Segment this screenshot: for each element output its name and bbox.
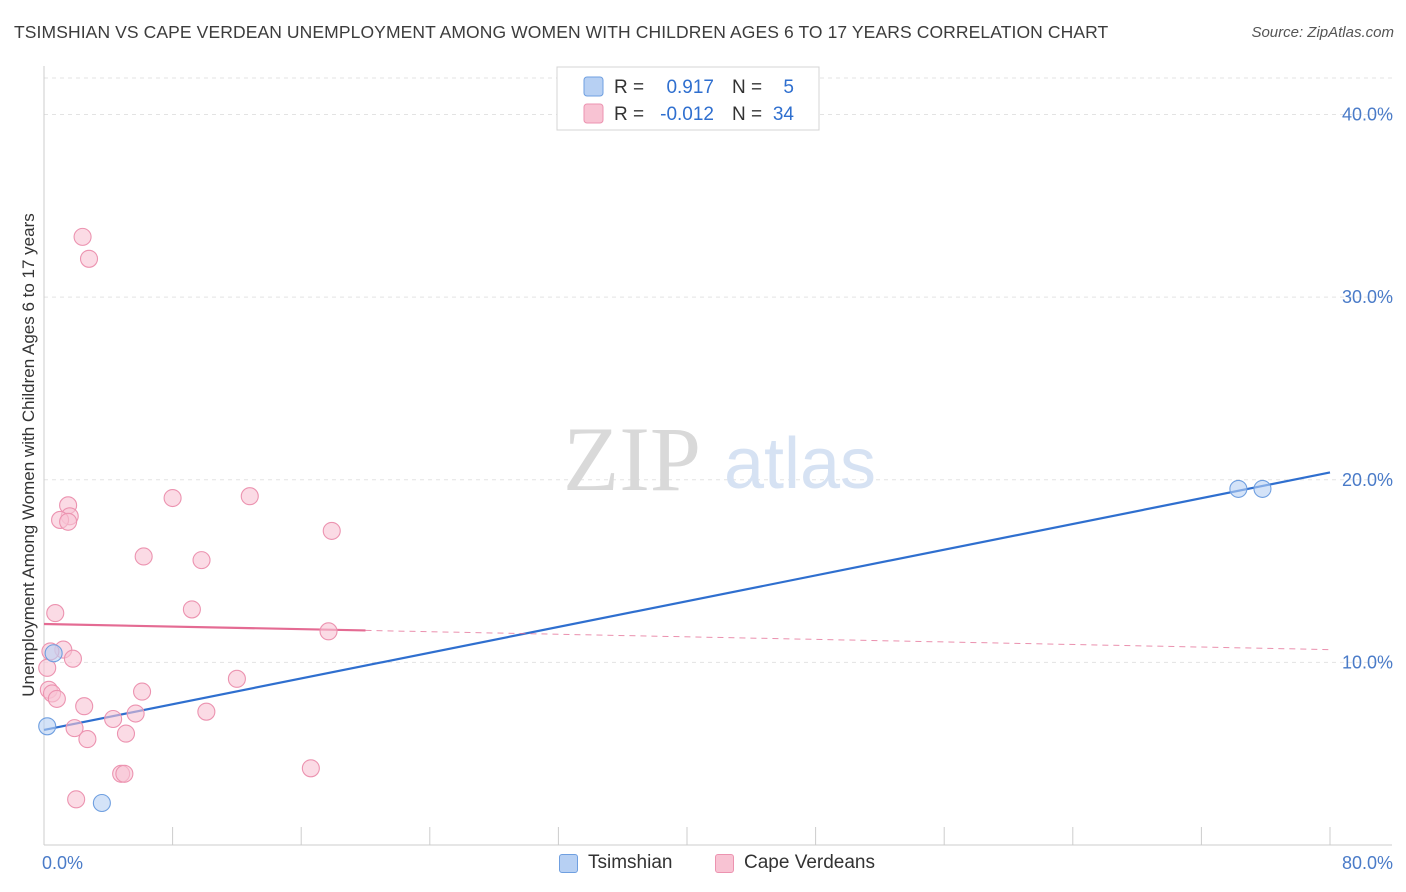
point-cape-verdeans-31: [115, 764, 134, 783]
watermark: ZIP atlas: [563, 408, 876, 510]
y-tick-label-20: 20.0%: [1342, 470, 1393, 490]
point-cape-verdeans-11: [46, 604, 65, 623]
legend-r-label-1: R =: [614, 77, 644, 98]
watermark-zip: ZIP: [563, 408, 701, 510]
point-cape-verdeans-33: [67, 790, 86, 809]
point-cape-verdeans-1: [79, 249, 99, 268]
point-cape-verdeans-10: [192, 551, 211, 570]
point-cape-verdeans-20: [47, 689, 66, 708]
point-cape-verdeans-5: [59, 512, 78, 531]
point-cape-verdeans-24: [126, 704, 145, 723]
point-cape-verdeans-0: [73, 227, 92, 246]
source-credit: Source: ZipAtlas.com: [1251, 24, 1394, 41]
point-tsimshian-1: [44, 644, 63, 663]
trend-line-solid-cape-verdeans: [43, 622, 366, 632]
legend-r-label-2: R =: [614, 104, 644, 125]
point-tsimshian-2: [92, 793, 111, 813]
bottom-legend-label-cape-verdeans: Cape Verdeans: [744, 852, 875, 873]
point-cape-verdeans-15: [63, 649, 82, 668]
point-cape-verdeans-12: [182, 600, 201, 619]
point-tsimshian-3: [1229, 479, 1248, 498]
tick-labels: 10.0% 20.0% 30.0% 40.0% 0.0% 80.0%: [42, 105, 1393, 873]
point-cape-verdeans-13: [319, 622, 338, 641]
data-points: [38, 227, 1272, 813]
legend-swatch-cape-verdeans: [583, 103, 604, 124]
watermark-atlas: atlas: [724, 424, 876, 504]
point-cape-verdeans-27: [65, 719, 84, 738]
legend-n-label-1: N =: [732, 77, 762, 98]
y-tick-label-30: 30.0%: [1342, 287, 1393, 307]
y-axis-label: Unemployment Among Women with Children A…: [19, 213, 38, 697]
x-tick-label-min: 0.0%: [42, 853, 83, 873]
bottom-legend-swatch-tsimshian: [559, 853, 578, 873]
bottom-legend-tsimshian: Tsimshian: [559, 852, 672, 874]
gridlines: [44, 77, 1392, 663]
y-tick-label-10: 10.0%: [1342, 652, 1393, 672]
legend-r-value-1: 0.917: [666, 77, 714, 98]
trend-line-dashed-cape-verdeans: [365, 629, 1331, 651]
legend-r-value-2: -0.012: [660, 104, 714, 125]
point-cape-verdeans-6: [163, 488, 182, 508]
point-cape-verdeans-25: [197, 702, 216, 721]
bottom-legend-swatch-cape-verdeans: [715, 853, 734, 873]
legend: R = 0.917 N = 5 R = -0.012 N = 34: [556, 66, 820, 131]
point-cape-verdeans-8: [322, 521, 341, 540]
legend-swatch-tsimshian: [583, 76, 604, 97]
point-cape-verdeans-28: [116, 724, 136, 743]
y-tick-label-40: 40.0%: [1342, 105, 1393, 125]
point-cape-verdeans-22: [227, 669, 246, 688]
trend-lines: [43, 471, 1331, 732]
point-cape-verdeans-26: [104, 709, 123, 729]
point-cape-verdeans-32: [301, 759, 320, 778]
point-cape-verdeans-7: [240, 487, 259, 506]
x-tick-label-max: 80.0%: [1342, 853, 1393, 873]
legend-n-value-2: 34: [773, 104, 795, 125]
legend-n-label-2: N =: [732, 104, 762, 125]
legend-n-value-1: 5: [783, 77, 794, 98]
bottom-legend-label-tsimshian: Tsimshian: [588, 852, 673, 873]
point-cape-verdeans-9: [134, 547, 153, 566]
point-cape-verdeans-21: [133, 682, 152, 701]
axes: [43, 66, 1392, 846]
chart-title: TSIMSHIAN VS CAPE VERDEAN UNEMPLOYMENT A…: [14, 22, 1109, 42]
point-tsimshian-0: [38, 717, 57, 736]
point-cape-verdeans-29: [78, 730, 97, 749]
bottom-legend-cape-verdeans: Cape Verdeans: [715, 852, 875, 874]
point-cape-verdeans-23: [75, 697, 94, 716]
trend-line-tsimshian: [43, 471, 1331, 732]
point-tsimshian-4: [1253, 479, 1272, 498]
